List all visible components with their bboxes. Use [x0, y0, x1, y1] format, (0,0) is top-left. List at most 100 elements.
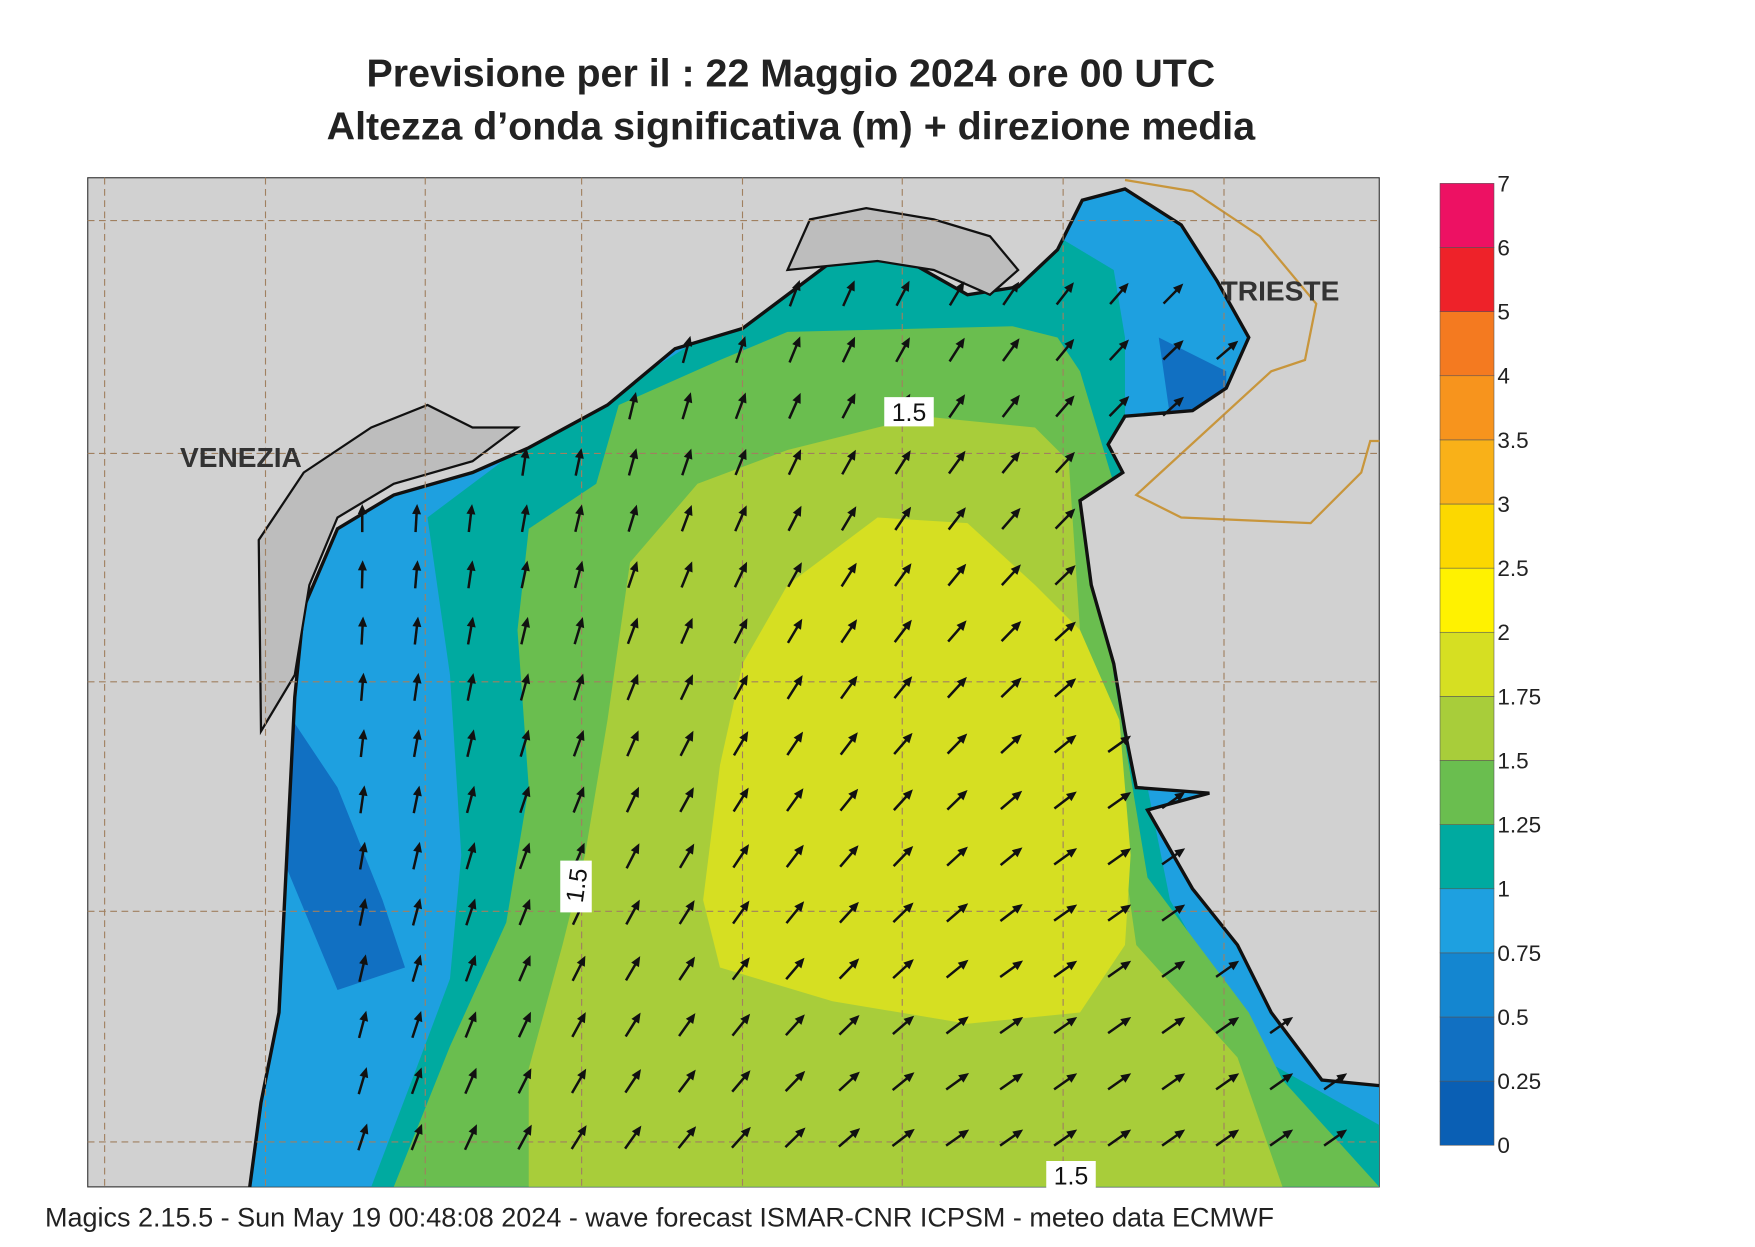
arrow-head [520, 504, 530, 516]
arrow-head [903, 902, 914, 913]
arrow-head [467, 842, 477, 854]
arrow-head [522, 898, 531, 910]
arrow-head [1012, 1073, 1024, 1083]
contour-label-bg [1046, 1161, 1096, 1191]
arrow-head [795, 1127, 806, 1138]
arrow-head [629, 448, 639, 460]
arrow-head [1066, 1073, 1078, 1083]
wave-arrow [412, 672, 422, 701]
wave-arrow [412, 616, 422, 645]
arrow-head [739, 900, 750, 912]
arrow-head [903, 1015, 915, 1026]
wave-arrow [787, 562, 802, 588]
wave-arrow [838, 1014, 860, 1036]
wave-arrow [838, 958, 860, 980]
wave-arrow [786, 618, 803, 644]
wave-arrow [1055, 282, 1074, 306]
wave-arrow [570, 1125, 587, 1150]
wave-arrow [357, 1067, 369, 1095]
arrow-head [629, 391, 638, 403]
arrow-head [1011, 677, 1022, 688]
wave-arrow [1108, 339, 1129, 361]
arrow-head [575, 729, 585, 742]
wave-arrow [466, 729, 476, 758]
arrow-head [1012, 1129, 1024, 1139]
wave-arrow [464, 1067, 477, 1095]
wave-arrow [678, 956, 695, 981]
legend-swatch [1439, 311, 1495, 377]
arrow-head [466, 616, 476, 628]
arrow-head [1120, 1016, 1132, 1027]
arrow-head [1173, 396, 1184, 407]
contour-label: 1.5 [562, 867, 594, 905]
wave-arrow [626, 617, 639, 645]
arrow-head [684, 730, 694, 742]
arrow-head [413, 1011, 423, 1023]
arrow-head [1118, 282, 1129, 294]
wave-arrow [1053, 1129, 1078, 1147]
wave-arrow [681, 335, 693, 364]
arrow-head [958, 1129, 970, 1139]
wave-arrow [1215, 1016, 1240, 1035]
wave-arrow [999, 960, 1024, 978]
wave-arrow [573, 673, 585, 701]
arrow-head [956, 507, 966, 519]
zone-025 [1158, 337, 1227, 417]
wave-arrow [731, 1126, 751, 1149]
arrow-head [1010, 620, 1022, 632]
arrow-head [957, 903, 969, 914]
graticule [87, 177, 1380, 1187]
wave-arrow [464, 1011, 477, 1038]
arrow-head [358, 616, 368, 627]
wave-arrow [1162, 340, 1184, 361]
arrow-head [575, 448, 584, 459]
legend-swatch [1439, 631, 1495, 697]
arrow-head [466, 560, 476, 572]
wave-arrow [947, 563, 967, 587]
arrow-head [631, 956, 641, 968]
wave-arrow [838, 901, 859, 924]
arrow-head [901, 563, 912, 575]
wave-arrow [732, 731, 749, 757]
wave-arrow [838, 1128, 861, 1148]
wave-arrow [1001, 507, 1021, 530]
arrow-head [413, 1067, 423, 1079]
wave-arrow [786, 675, 803, 700]
legend-tick-label: 1 [1497, 877, 1510, 902]
arrow-head [1065, 565, 1076, 576]
wave-arrow [1107, 848, 1132, 866]
arrow-head [358, 729, 368, 740]
arrow-head [467, 898, 477, 910]
arrow-head [849, 1128, 861, 1139]
arrow-head [1174, 791, 1186, 802]
wave-arrow [735, 336, 747, 364]
arrow-head [956, 563, 967, 575]
wave-arrow [895, 280, 910, 307]
arrow-head [359, 1067, 369, 1079]
wave-arrow [627, 504, 639, 532]
arrow-head [522, 1011, 531, 1023]
wave-arrow [1269, 1073, 1294, 1091]
arrow-head [849, 1071, 860, 1082]
wave-arrow [839, 788, 859, 812]
arrow-head [359, 1123, 369, 1135]
wave-arrow [784, 1127, 806, 1149]
wave-arrow [1054, 451, 1075, 474]
arrow-head [685, 843, 695, 855]
wave-arrow [678, 900, 695, 925]
arrow-head [576, 955, 586, 967]
legend-swatch [1439, 375, 1495, 441]
wave-arrow [1107, 791, 1132, 810]
arrow-head [794, 901, 805, 912]
arrow-head [1066, 904, 1078, 914]
arrow-head [577, 1125, 587, 1137]
arrow-head [1065, 678, 1077, 689]
arrow-head [737, 336, 747, 348]
arrow-head [412, 560, 422, 571]
wave-arrow [517, 1011, 531, 1038]
wave-arrow [627, 561, 639, 589]
wave-arrow [520, 447, 530, 476]
wave-arrow [893, 676, 913, 699]
wave-arrow [1002, 281, 1020, 306]
arrow-head [521, 673, 531, 685]
